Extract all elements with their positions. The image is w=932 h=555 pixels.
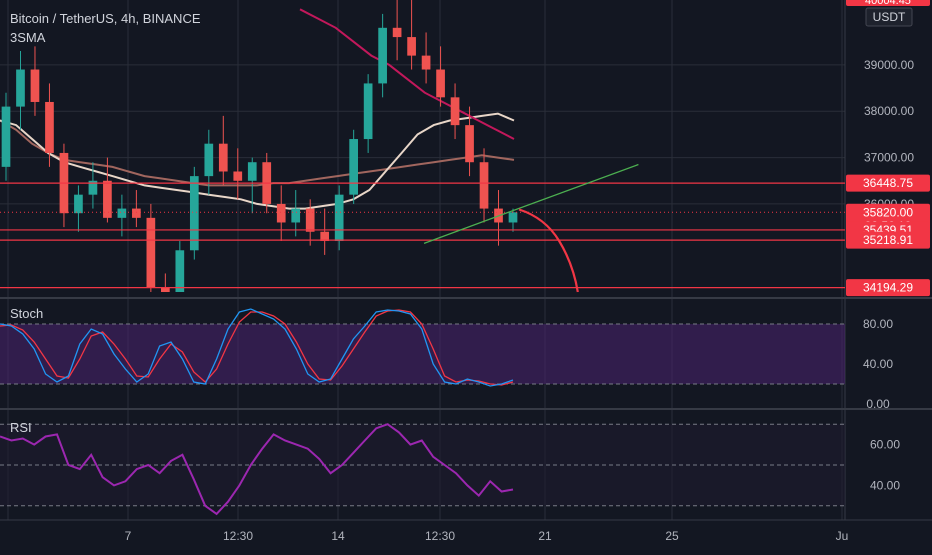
candle-body — [450, 97, 460, 126]
candle-body — [146, 217, 156, 288]
candle-body — [247, 162, 257, 181]
candle-body — [189, 176, 199, 251]
candle-body — [233, 171, 243, 181]
rsi-line — [0, 423, 514, 516]
rsi-tick-label: 60.00 — [870, 438, 900, 452]
time-axis-label: 14 — [331, 529, 345, 543]
time-axis-label: 21 — [538, 529, 552, 543]
candle-body — [363, 83, 373, 140]
candle-body — [117, 208, 127, 218]
candle-body — [291, 208, 301, 223]
candle-body — [479, 162, 489, 209]
time-axis-label: 12:30 — [425, 529, 455, 543]
candle-body — [204, 143, 214, 177]
price-level-tag-label: 36448.75 — [863, 176, 913, 190]
rsi-title[interactable]: RSI — [10, 420, 32, 435]
candle-body — [132, 208, 141, 218]
sma-line-long — [299, 8, 515, 140]
stoch-tick-label: 0.00 — [866, 397, 890, 411]
time-axis-label: 25 — [665, 529, 679, 543]
candle-body — [436, 69, 445, 98]
price-tick-label: 37000.00 — [864, 151, 914, 165]
symbol-title[interactable]: Bitcoin / TetherUS, 4h, BINANCE — [10, 11, 201, 26]
candle-body — [16, 69, 25, 107]
candle-body — [45, 101, 54, 153]
trend-line[interactable] — [423, 163, 639, 244]
price-level-tag-label: 35218.91 — [863, 233, 913, 247]
time-axis-label: Ju — [836, 529, 849, 543]
candle-body — [305, 208, 315, 232]
price-level-tag-label: 35820.00 — [863, 205, 913, 219]
top-price-tag-label: 40004.45 — [865, 0, 911, 7]
time-axis-label: 12:30 — [223, 529, 253, 543]
candle-body — [334, 194, 344, 242]
price-level-tag[interactable] — [846, 231, 930, 249]
candle-body — [88, 180, 98, 195]
candle-body — [421, 55, 431, 70]
projection-curve[interactable] — [518, 208, 579, 293]
stoch-tick-label: 40.00 — [863, 357, 893, 371]
price-tick-label: 39000.00 — [864, 58, 914, 72]
time-axis-label: 7 — [125, 529, 132, 543]
candle-body — [1, 106, 11, 167]
sma-line-fast — [0, 112, 515, 210]
price-level-tag-label: 34194.29 — [863, 281, 913, 295]
stoch-title[interactable]: Stoch — [10, 306, 44, 321]
candle-body — [508, 212, 518, 223]
price-level-tag[interactable] — [846, 279, 930, 297]
candle-body — [160, 287, 170, 292]
candle-body — [378, 27, 387, 84]
candle-body — [103, 180, 112, 218]
candle-body — [175, 250, 185, 292]
candle-body — [349, 139, 359, 195]
price-level-tag[interactable] — [846, 174, 930, 192]
rsi-tick-label: 40.00 — [870, 478, 900, 492]
candle-body — [30, 69, 40, 102]
stoch-k-line — [0, 308, 514, 387]
price-tick-label: 38000.00 — [864, 104, 914, 118]
candle-body — [74, 194, 83, 214]
currency-label: USDT — [873, 10, 906, 24]
candle-body — [407, 37, 416, 56]
top-price-tag[interactable] — [846, 0, 930, 6]
candle-body — [276, 203, 286, 223]
stoch-band — [0, 324, 845, 384]
candle-body — [465, 125, 474, 163]
candle-body — [320, 231, 330, 242]
candle-body — [218, 143, 228, 172]
currency-badge[interactable] — [865, 7, 913, 27]
sma-line-slow — [0, 119, 515, 187]
indicator-label[interactable]: 3SMA — [10, 30, 46, 45]
candle-body — [392, 27, 402, 38]
stoch-tick-label: 80.00 — [863, 317, 893, 331]
